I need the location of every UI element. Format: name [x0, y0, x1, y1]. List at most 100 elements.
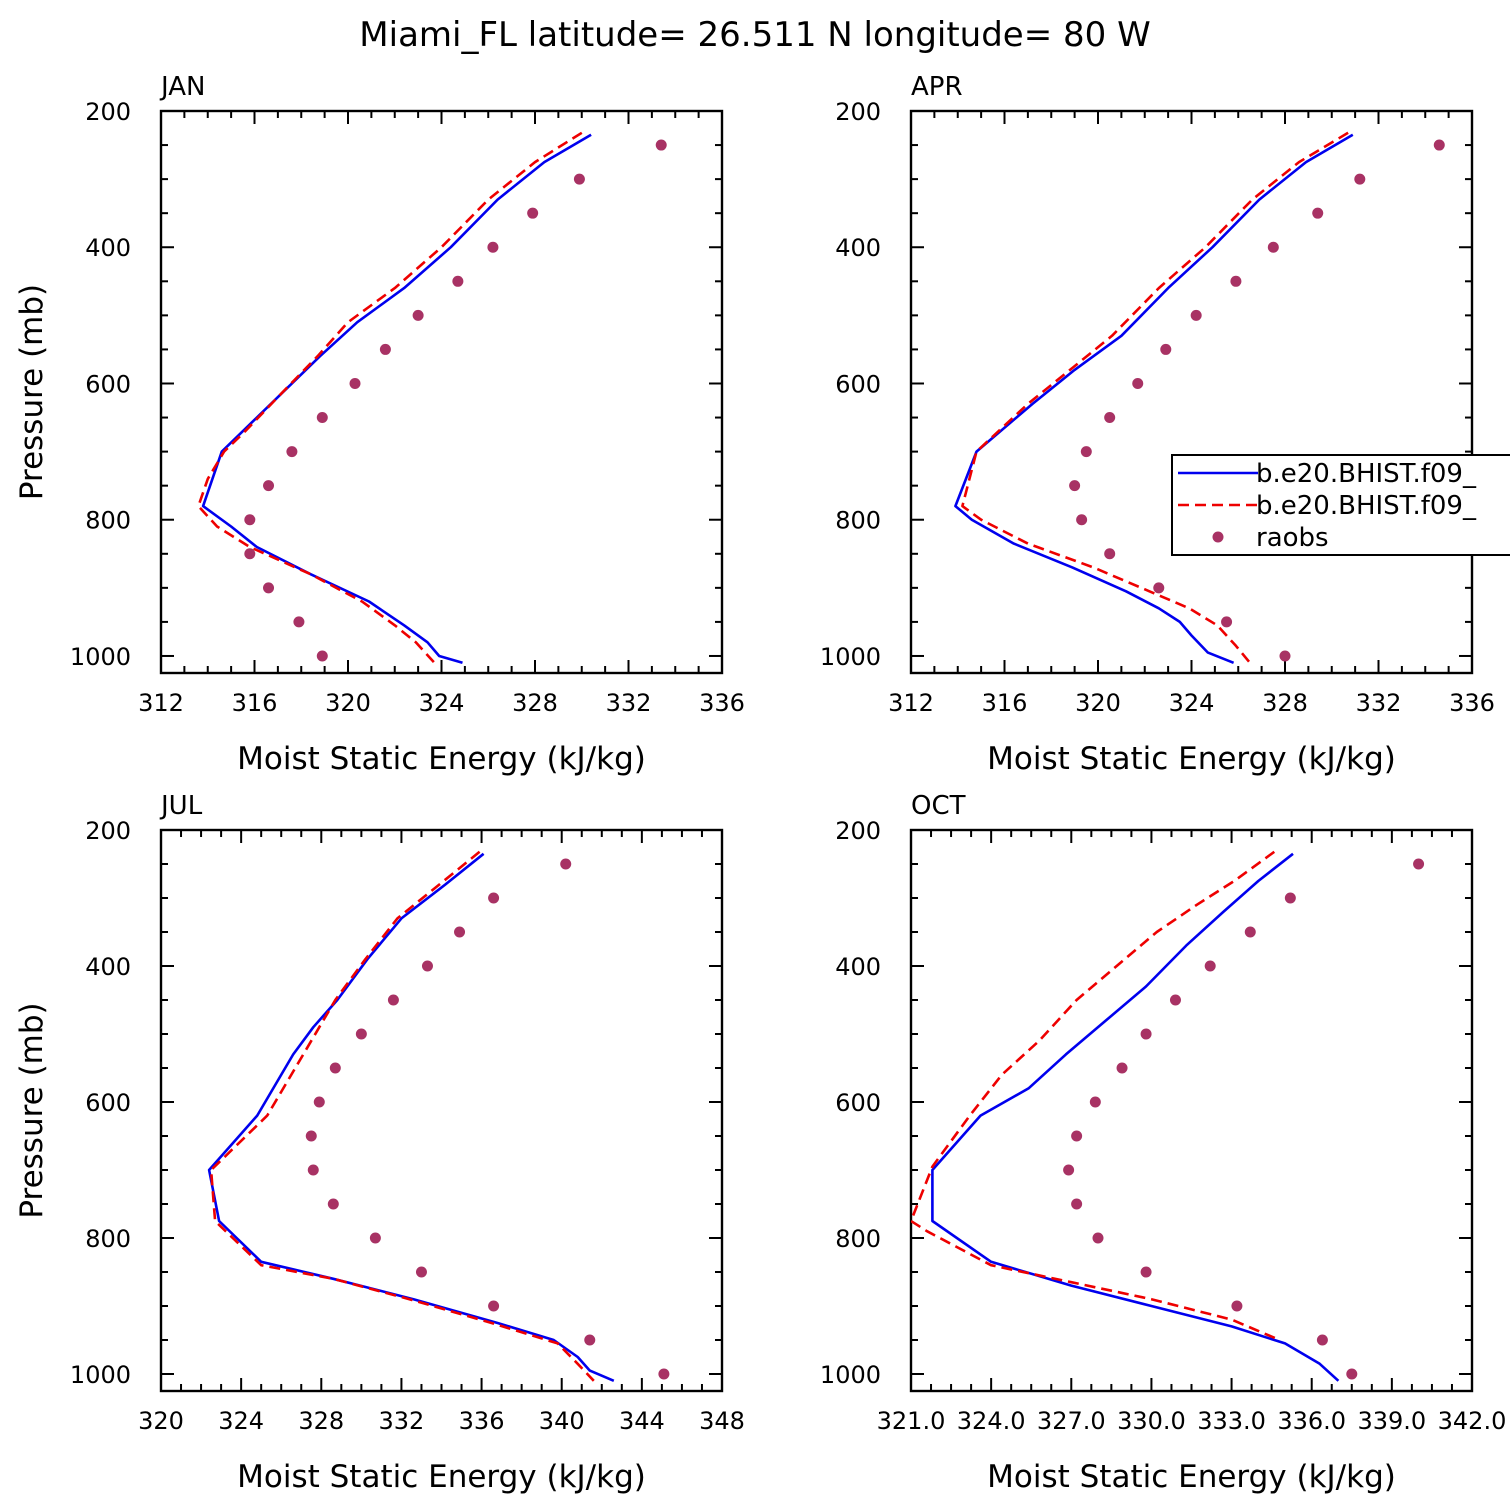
raobs-point [1346, 1368, 1358, 1380]
x-tick-label: 312 [138, 689, 184, 717]
series-line-solid [201, 133, 592, 665]
series-line-dashed [197, 131, 583, 664]
raobs-point [1204, 960, 1216, 972]
y-tick-label: 200 [835, 817, 881, 845]
panels: 312 316 320 324 328 332 336 200 400 600 800 1000 JAN… [14, 72, 1510, 1495]
raobs-point [1244, 926, 1256, 938]
series-group [207, 850, 670, 1382]
y-tick-label: 1000 [820, 643, 881, 671]
x-tick-label: 312 [888, 689, 934, 717]
raobs-point [1132, 377, 1144, 389]
y-tick-label: 800 [835, 507, 881, 535]
x-tick-label: 320 [138, 1407, 184, 1435]
raobs-point [415, 1266, 427, 1278]
x-tick-label: 342.0 [1438, 1407, 1507, 1435]
raobs-point [1284, 892, 1296, 904]
raobs-point [1140, 1028, 1152, 1040]
raobs-point [293, 616, 305, 628]
series-group [197, 131, 667, 665]
plot-frame [909, 109, 1474, 675]
y-tick-label: 800 [835, 1225, 881, 1253]
raobs-point [488, 1300, 500, 1312]
raobs-point [244, 514, 256, 526]
x-tick-label: 336 [1449, 689, 1495, 717]
raobs-point [573, 173, 585, 185]
raobs-point [263, 582, 275, 594]
x-tick-label: 320 [325, 689, 371, 717]
panel-title: APR [911, 72, 963, 102]
x-tick-label: 348 [699, 1407, 745, 1435]
raobs-point [263, 480, 275, 492]
raobs-point [1316, 1334, 1328, 1346]
raobs-point [1071, 1130, 1083, 1142]
raobs-point [1104, 548, 1116, 560]
x-tick-label: 316 [232, 689, 278, 717]
y-tick-label: 200 [85, 817, 131, 845]
y-tick-label: 1000 [70, 643, 131, 671]
raobs-point [244, 548, 256, 560]
legend-swatch-raobs [1212, 531, 1224, 543]
series-group [954, 131, 1445, 665]
x-tick-label: 336 [699, 689, 745, 717]
x-tick-label: 324.0 [957, 1407, 1026, 1435]
y-tick-label: 1000 [820, 1361, 881, 1389]
y-tick-label: 400 [835, 953, 881, 981]
raobs-point [584, 1334, 596, 1346]
series-line-solid [954, 133, 1354, 665]
y-axis-label: Pressure (mb) [14, 1002, 50, 1218]
x-tick-label: 340 [539, 1407, 585, 1435]
raobs-point [655, 139, 667, 151]
raobs-point [286, 446, 298, 458]
raobs-point [1092, 1232, 1104, 1244]
raobs-point [1279, 650, 1291, 662]
y-tick-label: 800 [85, 507, 131, 535]
raobs-point [1089, 1096, 1101, 1108]
raobs-point [355, 1028, 367, 1040]
raobs-point [1433, 139, 1445, 151]
y-tick-label: 1000 [70, 1361, 131, 1389]
raobs-point [1071, 1198, 1083, 1210]
series-line-dashed [911, 850, 1281, 1342]
raobs-point [316, 412, 328, 424]
raobs-point [1076, 514, 1088, 526]
x-axis-label: Moist Static Energy (kJ/kg) [987, 741, 1396, 777]
plot-frame [909, 828, 1474, 1393]
raobs-point [1116, 1062, 1128, 1074]
series-line-solid [931, 852, 1340, 1382]
panel-oct: 321.0 324.0 327.0 330.0 333.0 336.0 339.0 342.0… [820, 791, 1506, 1495]
raobs-point [349, 377, 361, 389]
y-tick-label: 600 [85, 1089, 131, 1117]
legend-entry: b.e20.BHIST.f09_ [1256, 491, 1477, 521]
x-tick-label: 332 [1356, 689, 1402, 717]
raobs-point [560, 858, 572, 870]
raobs-point [1231, 1300, 1243, 1312]
x-tick-label: 344 [619, 1407, 665, 1435]
y-axis-label: Pressure (mb) [14, 284, 50, 500]
raobs-point [1312, 207, 1324, 219]
raobs-point [329, 1062, 341, 1074]
panel-title: JAN [159, 72, 205, 102]
x-tick-label: 324 [1169, 689, 1215, 717]
raobs-point [421, 960, 433, 972]
raobs-point [412, 309, 424, 321]
y-tick-label: 600 [835, 1089, 881, 1117]
raobs-point [488, 892, 500, 904]
raobs-point [307, 1164, 319, 1176]
raobs-point [1169, 994, 1181, 1006]
x-tick-label: 324 [218, 1407, 264, 1435]
x-tick-label: 336.0 [1277, 1407, 1346, 1435]
y-tick-label: 600 [835, 370, 881, 398]
y-tick-label: 400 [835, 234, 881, 262]
legend: b.e20.BHIST.f09_b.e20.BHIST.f09_raobs [1171, 454, 1510, 556]
raobs-point [305, 1130, 317, 1142]
x-tick-label: 324 [419, 689, 465, 717]
raobs-point [658, 1368, 670, 1380]
plot-frame [159, 109, 724, 675]
series-line-dashed [209, 850, 595, 1382]
x-tick-label: 333.0 [1197, 1407, 1266, 1435]
panel-jul: 320 324 328 332 336 340 344 348 200 400 600 800 1000… [14, 791, 745, 1495]
legend-box [1171, 454, 1510, 556]
x-axis-label: Moist Static Energy (kJ/kg) [237, 1459, 646, 1495]
series-line-dashed [961, 131, 1349, 664]
x-axis-label: Moist Static Energy (kJ/kg) [987, 1459, 1396, 1495]
